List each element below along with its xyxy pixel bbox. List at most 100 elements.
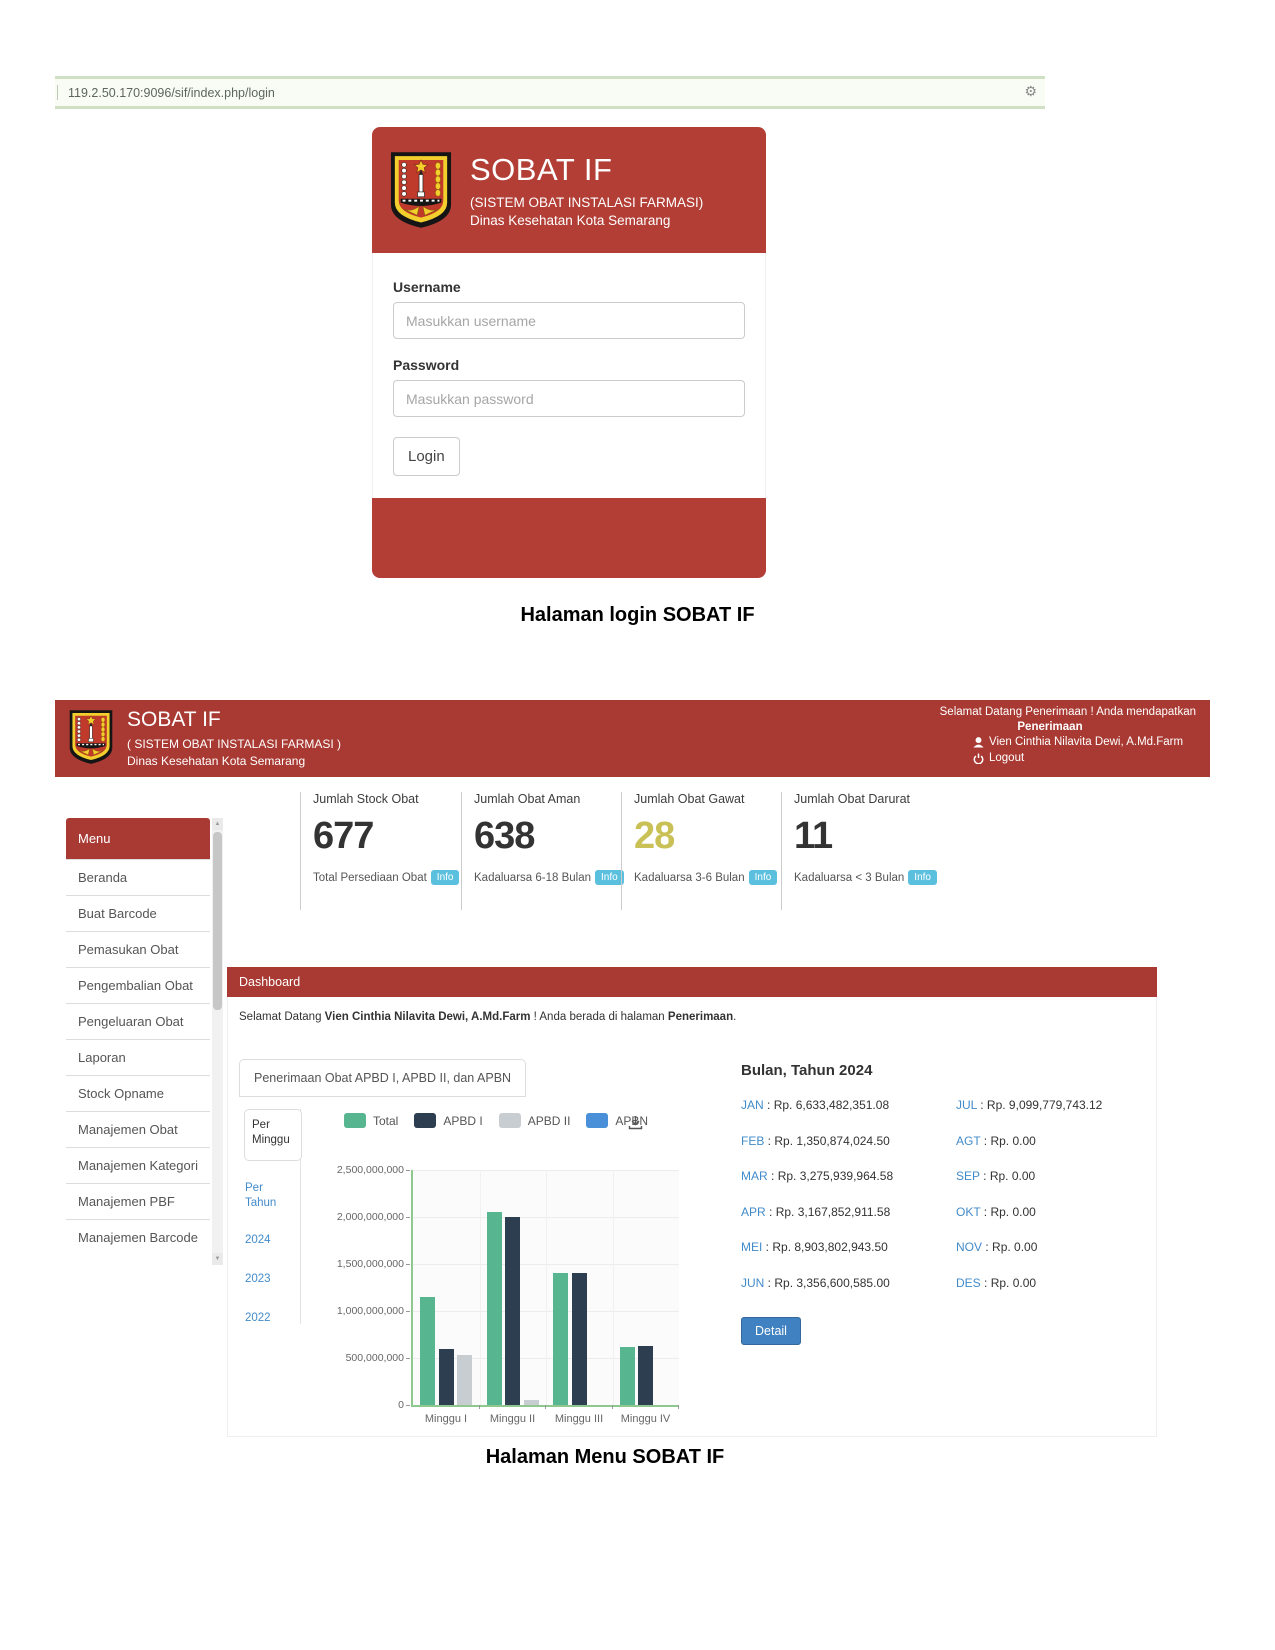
sidebar-item-beranda[interactable]: Beranda xyxy=(66,859,210,895)
subtab-2022[interactable]: 2022 xyxy=(245,1312,271,1324)
legend-swatch xyxy=(586,1113,609,1128)
password-label: Password xyxy=(393,357,460,373)
month-row-agt: AGT : Rp. 0.00 xyxy=(956,1133,1036,1148)
stat-title: Jumlah Obat Aman xyxy=(474,792,581,806)
scrollbar-up-arrow[interactable]: ▲ xyxy=(212,818,223,830)
scrollbar-down-arrow[interactable]: ▼ xyxy=(212,1253,223,1265)
chart-legend: Total APBD I APBD II APBN xyxy=(344,1113,664,1128)
sidebar-menu: Menu Beranda Buat Barcode Pemasukan Obat Pe… xyxy=(66,818,210,1255)
month-label: MEI xyxy=(741,1240,763,1254)
bar-apbd-i-minggu-i[interactable] xyxy=(438,1348,454,1405)
bar-apbd-ii-minggu-i[interactable] xyxy=(457,1355,472,1405)
bar-apbd-i-minggu-ii[interactable] xyxy=(505,1217,520,1405)
subtab-per-tahun[interactable]: Per Tahun xyxy=(245,1182,277,1209)
app-org: Dinas Kesehatan Kota Semarang xyxy=(470,213,671,228)
tab-penerimaan-obat[interactable]: Penerimaan Obat APBD I, APBD II, dan APB… xyxy=(239,1059,527,1097)
logout-link[interactable]: Logout xyxy=(973,752,1183,764)
dashboard-header-brand: SOBAT IF ( SISTEM OBAT INSTALASI FARMASI… xyxy=(69,708,341,768)
subtab-2023[interactable]: 2023 xyxy=(245,1273,271,1285)
user-line: Vien Cinthia Nilavita Dewi, A.Md.Farm xyxy=(973,736,1183,748)
sidebar-item-buat-barcode[interactable]: Buat Barcode xyxy=(66,895,210,931)
password-input[interactable] xyxy=(393,380,745,417)
month-label: FEB xyxy=(741,1133,765,1148)
sidebar-item-manajemen-pbf[interactable]: Manajemen PBF xyxy=(66,1183,210,1219)
legend-item-apbd-ii[interactable]: APBD II xyxy=(498,1113,570,1128)
username-input[interactable] xyxy=(393,302,745,339)
month-row-mei: MEI : Rp. 8,903,802,943.50 xyxy=(741,1240,888,1254)
semarang-crest-logo xyxy=(390,151,452,229)
month-row-sep: SEP : Rp. 0.00 xyxy=(956,1169,1036,1183)
logout-label: Logout xyxy=(989,752,1025,764)
detail-button[interactable]: Detail xyxy=(741,1317,801,1345)
gridline xyxy=(479,1170,481,1405)
url-text[interactable]: 119.2.50.170:9096/sif/index.php/login xyxy=(68,85,275,100)
y-axis-tick-label: 1,000,000,000 xyxy=(337,1305,413,1317)
month-value: Rp. 9,099,779,743.12 xyxy=(986,1098,1103,1112)
month-label: NOV xyxy=(956,1240,983,1254)
sidebar-menu-list: Beranda Buat Barcode Pemasukan Obat Pengemb… xyxy=(66,859,210,1255)
stat-card-jumlah-stock-obat: Jumlah Stock Obat 677 Total Persediaan Oba… xyxy=(300,792,463,910)
bar-total-minggu-iv[interactable] xyxy=(619,1346,635,1405)
month-label: APR xyxy=(741,1204,766,1219)
login-button[interactable]: Login xyxy=(393,437,460,476)
sidebar-item-pemasukan-obat[interactable]: Pemasukan Obat xyxy=(66,931,210,967)
info-badge[interactable]: Info xyxy=(748,870,778,885)
legend-item-apbd-i[interactable]: APBD I xyxy=(414,1113,483,1128)
x-axis-label: Minggu III xyxy=(554,1413,604,1425)
month-row-jul: JUL : Rp. 9,099,779,743.12 xyxy=(956,1098,1103,1112)
bar-total-minggu-ii[interactable] xyxy=(486,1212,502,1405)
info-badge[interactable]: Info xyxy=(595,870,624,885)
stat-caption: Kadaluarsa 3-6 Bulan Info xyxy=(634,870,784,885)
month-label: JUL xyxy=(956,1098,977,1112)
y-axis-tick-label: 2,500,000,000 xyxy=(337,1164,413,1176)
bar-apbd-i-minggu-iv[interactable] xyxy=(638,1345,653,1405)
legend-item-apbn[interactable]: APBN xyxy=(586,1113,648,1128)
x-axis-label: Minggu IV xyxy=(620,1413,671,1425)
sidebar-item-manajemen-barcode[interactable]: Manajemen Barcode xyxy=(66,1219,210,1255)
stat-value: 11 xyxy=(794,815,833,857)
subtab-per-minggu[interactable]: Per Minggu xyxy=(244,1109,302,1161)
bar-total-minggu-iii[interactable] xyxy=(553,1273,568,1405)
panel-welcome-text: Selamat Datang Vien Cinthia Nilavita Dew… xyxy=(239,1011,737,1023)
sidebar-item-stock-opname[interactable]: Stock Opname xyxy=(66,1075,210,1111)
sidebar-item-pengeluaran-obat[interactable]: Pengeluaran Obat xyxy=(66,1003,210,1039)
app-title: SOBAT IF xyxy=(127,708,221,731)
panel-title: Dashboard xyxy=(227,967,1157,997)
sidebar-scrollbar[interactable]: ▲ ▼ xyxy=(212,818,223,1265)
user-name: Vien Cinthia Nilavita Dewi, A.Md.Farm xyxy=(989,736,1184,748)
semarang-crest-logo xyxy=(69,709,113,765)
stat-card-jumlah-obat-gawat: Jumlah Obat Gawat 28 Kadaluarsa 3-6 Bulan I… xyxy=(621,792,784,910)
browser-url-bar[interactable]: 119.2.50.170:9096/sif/index.php/login ⚙ xyxy=(55,76,1045,109)
x-axis-label: Minggu I xyxy=(424,1413,468,1425)
stat-value: 638 xyxy=(474,815,535,857)
month-label: SEP xyxy=(956,1169,980,1183)
sidebar-item-pengembalian-obat[interactable]: Pengembalian Obat xyxy=(66,967,210,1003)
download-icon[interactable] xyxy=(628,1115,643,1130)
sidebar-item-laporan[interactable]: Laporan xyxy=(66,1039,210,1075)
legend-swatch xyxy=(344,1113,366,1128)
months-column-left: JAN : Rp. 6,633,482,351.08 FEB : Rp. 1,35… xyxy=(741,1098,893,1311)
sidebar-item-manajemen-kategori[interactable]: Manajemen Kategori xyxy=(66,1147,210,1183)
bar-total-minggu-i[interactable] xyxy=(420,1296,435,1405)
user-icon xyxy=(973,736,984,748)
month-value: Rp. 3,167,852,911.58 xyxy=(775,1204,891,1219)
info-badge[interactable]: Info xyxy=(908,870,937,885)
bar-apbd-ii-minggu-ii[interactable] xyxy=(523,1400,539,1405)
legend-swatch xyxy=(498,1113,521,1128)
stat-card-jumlah-obat-aman: Jumlah Obat Aman 638 Kadaluarsa 6-18 Bulan… xyxy=(461,792,624,910)
scrollbar-thumb[interactable] xyxy=(213,832,222,1010)
app-title: SOBAT IF xyxy=(470,152,613,187)
y-axis-tick-label: 500,000,000 xyxy=(346,1352,413,1364)
welcome-line: Selamat Datang Penerimaan ! Anda mendapa… xyxy=(939,706,1196,718)
stat-caption: Kadaluarsa 6-18 Bulan Info xyxy=(474,870,624,885)
subtab-2024[interactable]: 2024 xyxy=(245,1234,271,1246)
sidebar-item-manajemen-obat[interactable]: Manajemen Obat xyxy=(66,1111,210,1147)
legend-label: APBN xyxy=(615,1113,649,1128)
month-value: Rp. 0.00 xyxy=(990,1275,1037,1290)
stat-value: 28 xyxy=(634,815,675,857)
info-badge[interactable]: Info xyxy=(430,870,460,885)
bar-apbd-i-minggu-iii[interactable] xyxy=(571,1273,587,1405)
legend-item-total[interactable]: Total xyxy=(344,1113,398,1128)
gear-icon[interactable]: ⚙ xyxy=(1024,83,1037,99)
